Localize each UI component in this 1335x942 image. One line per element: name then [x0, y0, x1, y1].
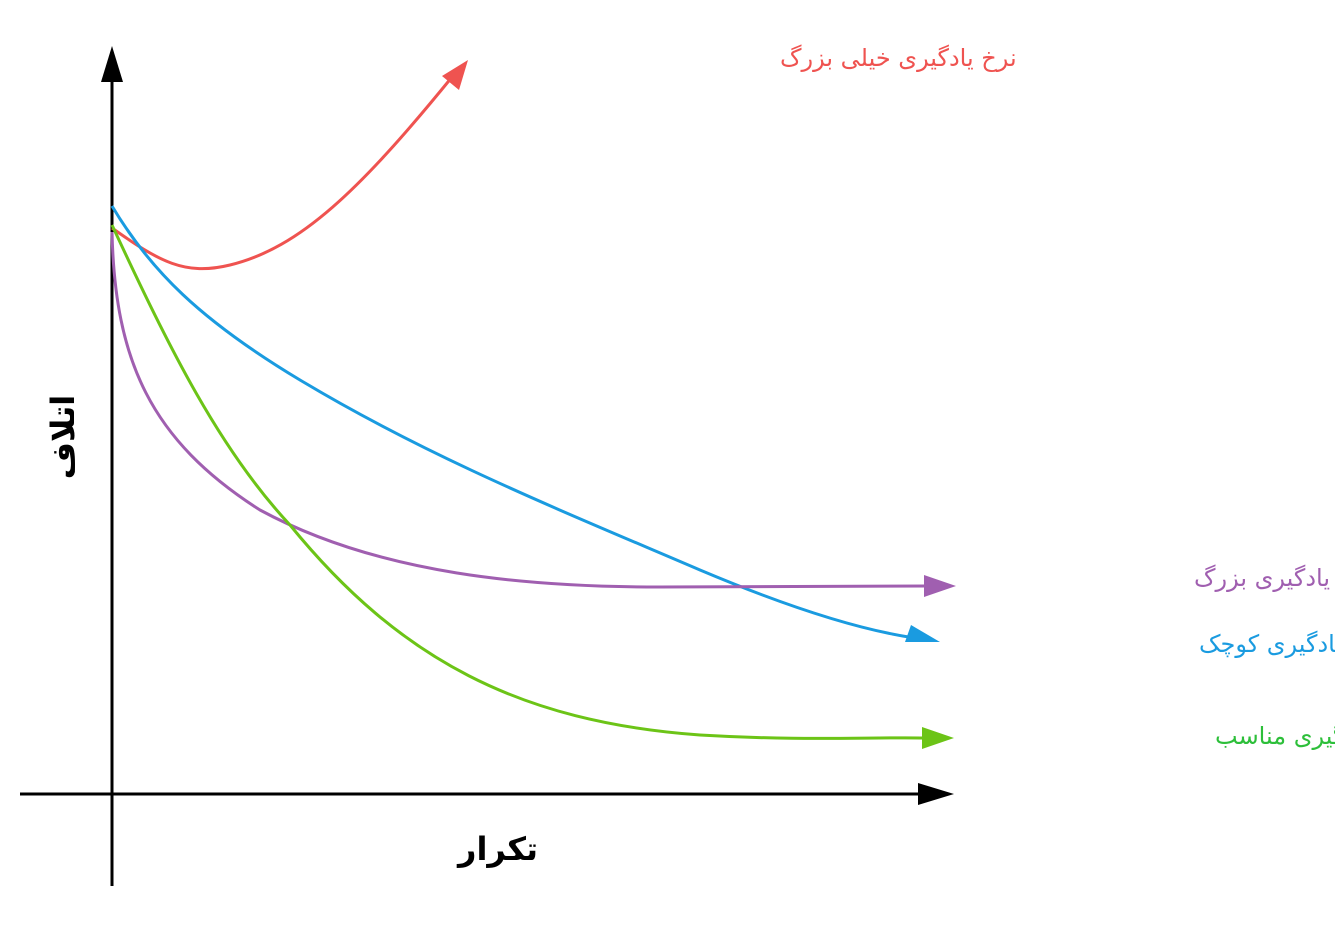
- label-large: نرخ یادگیری بزرگ: [1194, 564, 1335, 592]
- y-axis-label: اتلاف: [44, 395, 82, 479]
- curve-large-arrowhead: [924, 575, 956, 597]
- curve-suitable-arrowhead: [922, 727, 954, 749]
- curve-large: [110, 231, 929, 589]
- x-axis-arrowhead: [918, 783, 954, 805]
- curve-small: [110, 205, 916, 640]
- label-very-large: نرخ یادگیری خیلی بزرگ: [780, 44, 1017, 72]
- curve-suitable: [110, 224, 926, 740]
- label-suitable: نرخ یادگیری مناسب: [1215, 722, 1335, 750]
- curve-very-large: [111, 76, 454, 271]
- x-axis-label: تکرار: [456, 830, 538, 868]
- curve-small-arrowhead: [905, 625, 940, 642]
- curve-very-large-arrowhead: [442, 60, 468, 90]
- y-axis-arrowhead: [101, 46, 123, 82]
- label-small: نرخ یادگیری کوچک: [1199, 630, 1335, 658]
